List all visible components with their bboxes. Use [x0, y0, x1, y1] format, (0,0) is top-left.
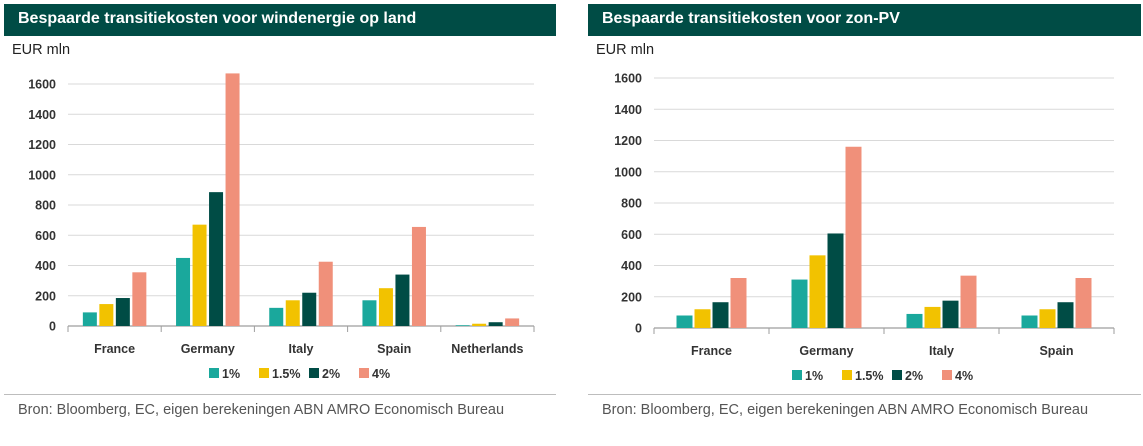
chart-title-bar: Bespaarde transitiekosten voor zon-PV	[588, 4, 1141, 36]
bar	[1039, 309, 1056, 328]
y-tick-label: 1400	[28, 108, 56, 122]
y-tick-label: 0	[635, 322, 642, 336]
bar	[960, 275, 977, 328]
y-tick-label: 600	[621, 228, 642, 242]
y-tick-label: 800	[621, 197, 642, 211]
chart-panel-solar: Bespaarde transitiekosten voor zon-PV EU…	[588, 0, 1141, 446]
bar	[1075, 278, 1092, 328]
bar	[694, 309, 711, 328]
bar	[924, 306, 941, 328]
y-tick-label: 600	[35, 229, 56, 243]
legend-swatch	[792, 370, 802, 380]
y-tick-label: 1000	[28, 168, 56, 182]
bar	[1057, 302, 1074, 328]
bar	[906, 313, 923, 328]
y-tick-label: 200	[35, 289, 56, 303]
bar	[209, 192, 224, 326]
legend-label: 4%	[955, 369, 973, 383]
chart-title: Bespaarde transitiekosten voor zon-PV	[602, 10, 900, 27]
bar	[488, 322, 503, 326]
chart-title-bar: Bespaarde transitiekosten voor windenerg…	[4, 4, 556, 36]
solar-bar-chart: EUR mln 1600 1400 1200 1000 800 600 400 200 0 Fran…	[596, 42, 1115, 383]
source-note: Bron: Bloomberg, EC, eigen berekeningen …	[18, 402, 505, 418]
legend-swatch	[892, 370, 902, 380]
source-note: Bron: Bloomberg, EC, eigen berekeningen …	[602, 402, 1089, 418]
bar	[115, 298, 130, 326]
y-tick-label: 1000	[614, 165, 642, 179]
y-tick-label: 1600	[28, 78, 56, 92]
legend-label: 1%	[805, 369, 823, 383]
x-tick-label: Netherlands	[451, 342, 523, 356]
bar	[472, 323, 487, 326]
x-tick-label: Spain	[1039, 344, 1073, 358]
x-tick-label: France	[691, 344, 732, 358]
y-tick-label: 200	[621, 290, 642, 304]
legend-swatch	[842, 370, 852, 380]
bar	[225, 73, 240, 326]
x-tick-label: Spain	[377, 342, 411, 356]
x-tick-label: Germany	[799, 344, 853, 358]
bar	[809, 255, 826, 328]
x-tick-label: France	[94, 342, 135, 356]
legend-label: 2%	[322, 367, 340, 381]
legend-label: 4%	[372, 367, 390, 381]
bar	[318, 261, 333, 326]
x-tick-label: Italy	[288, 342, 313, 356]
bar	[455, 325, 470, 326]
legend-label: 2%	[905, 369, 923, 383]
legend-swatch	[942, 370, 952, 380]
bar	[730, 278, 747, 328]
bar	[395, 274, 410, 326]
legend-label: 1.5%	[272, 367, 301, 381]
divider	[4, 394, 556, 395]
y-tick-label: 1600	[614, 72, 642, 86]
bar	[845, 146, 862, 328]
y-axis-label: EUR mln	[596, 42, 654, 58]
bar	[378, 288, 393, 326]
y-tick-label: 1200	[28, 138, 56, 152]
bar	[411, 226, 426, 326]
bar	[791, 279, 808, 328]
bar	[285, 300, 300, 326]
bar	[505, 318, 520, 326]
bar	[362, 300, 377, 326]
legend-swatch	[259, 368, 269, 378]
divider	[588, 394, 1141, 395]
y-tick-label: 1200	[614, 134, 642, 148]
bar	[82, 312, 97, 326]
bar	[132, 272, 147, 326]
bar	[827, 233, 844, 328]
y-axis-label: EUR mln	[12, 42, 70, 58]
y-tick-label: 800	[35, 199, 56, 213]
y-tick-label: 400	[35, 259, 56, 273]
y-tick-label: 400	[621, 259, 642, 273]
bar	[712, 302, 729, 328]
y-tick-label: 1400	[614, 103, 642, 117]
bar	[99, 304, 114, 326]
legend-label: 1%	[222, 367, 240, 381]
legend-swatch	[309, 368, 319, 378]
bar	[269, 307, 284, 326]
bar	[192, 224, 207, 326]
x-tick-label: Germany	[181, 342, 235, 356]
bar	[942, 300, 959, 328]
bar	[302, 292, 317, 326]
wind-bar-chart: EUR mln 1600 1400 1200 1000 800 600 400 200 0 Fran…	[12, 42, 535, 381]
legend-swatch	[209, 368, 219, 378]
legend-label: 1.5%	[855, 369, 884, 383]
legend-swatch	[359, 368, 369, 378]
chart-panel-wind: Bespaarde transitiekosten voor windenerg…	[4, 0, 556, 446]
bar	[676, 315, 693, 328]
bar	[1021, 315, 1038, 328]
y-tick-label: 0	[49, 320, 56, 334]
x-tick-label: Italy	[929, 344, 954, 358]
chart-title: Bespaarde transitiekosten voor windenerg…	[18, 10, 417, 27]
bar	[176, 257, 191, 326]
